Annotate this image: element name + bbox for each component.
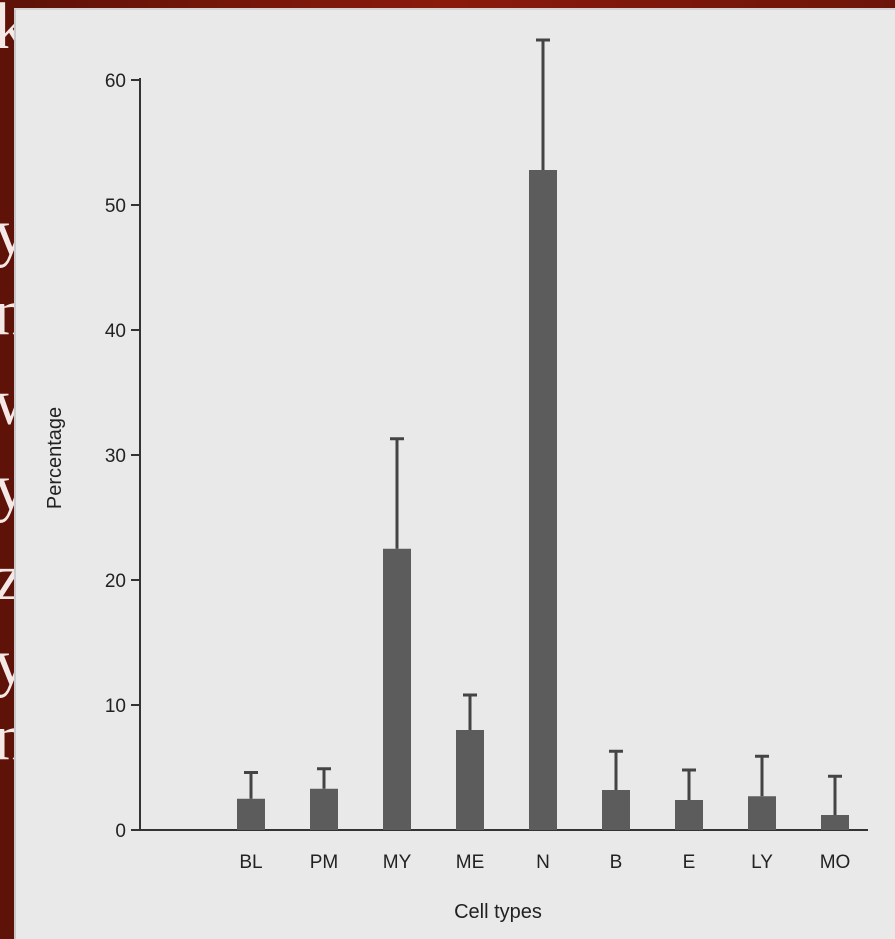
- bar: [675, 800, 703, 830]
- bar: [529, 170, 557, 830]
- x-tick-label: MY: [383, 852, 412, 873]
- x-tick-label: BL: [239, 852, 262, 873]
- x-axis-title: Cell types: [454, 901, 542, 923]
- y-tick-label: 0: [115, 821, 126, 842]
- bars: [237, 38, 849, 830]
- x-tick-label: E: [683, 852, 696, 873]
- x-tick-label: N: [536, 852, 550, 873]
- y-tick-label: 20: [105, 571, 126, 592]
- chart-panel: [14, 8, 895, 939]
- axes: [131, 78, 868, 831]
- labels: 0 10 20 30 40 50 60 BL PM MY ME N B E LY MO: [105, 71, 850, 873]
- bar: [237, 798, 265, 830]
- y-tick-label: 30: [105, 446, 126, 467]
- x-tick-label: ME: [456, 852, 485, 873]
- y-tick-label: 60: [105, 71, 126, 92]
- bar: [821, 815, 849, 830]
- bar: [310, 788, 338, 830]
- x-tick-label: LY: [751, 852, 773, 873]
- x-tick-label: MO: [820, 852, 851, 873]
- y-tick-label: 50: [105, 196, 126, 217]
- bar: [602, 790, 630, 830]
- y-tick-label: 40: [105, 321, 126, 342]
- bar: [383, 548, 411, 830]
- y-tick-label: 10: [105, 696, 126, 717]
- x-tick-label: B: [610, 852, 623, 873]
- bar: [456, 730, 484, 830]
- x-tick-label: PM: [310, 852, 339, 873]
- y-axis-title: Percentage: [44, 407, 66, 509]
- bar: [748, 796, 776, 830]
